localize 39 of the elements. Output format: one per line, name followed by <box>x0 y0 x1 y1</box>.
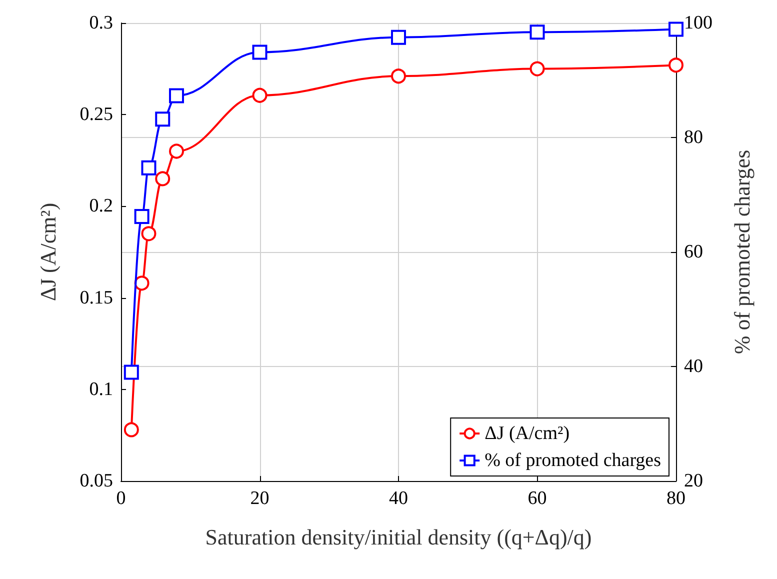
y2-tick-label: 100 <box>684 12 712 34</box>
point <box>155 112 170 127</box>
point <box>252 88 268 103</box>
x-axis-title: Saturation density/initial density ((q+Δq)/q) <box>205 524 592 550</box>
x-tick-label: 80 <box>666 488 686 509</box>
y-tick-label: 0.15 <box>80 287 113 308</box>
point <box>530 61 545 76</box>
point <box>141 226 156 242</box>
y2-tick-label: 20 <box>684 470 703 492</box>
legend-label: ΔJ (A/cm²) <box>484 423 570 444</box>
x-tick-label: 40 <box>389 488 408 509</box>
point <box>155 171 170 186</box>
y-tick-label: 0.05 <box>80 470 113 492</box>
point <box>169 88 184 104</box>
point <box>124 364 139 380</box>
point <box>668 58 684 73</box>
point <box>134 209 150 224</box>
y-tick-label: 0.2 <box>89 196 113 217</box>
point <box>134 276 150 291</box>
y-axis-title: ΔJ (A/cm²) <box>36 202 60 302</box>
y2-tick-label: 40 <box>684 356 703 377</box>
point <box>391 68 406 84</box>
y2-tick-label: 60 <box>684 242 703 262</box>
point <box>169 144 184 159</box>
x-tick-label: 0 <box>116 488 126 509</box>
point <box>141 160 156 176</box>
point <box>391 30 406 45</box>
y-tick-label: 0.3 <box>89 12 113 34</box>
x-tick-label: 60 <box>528 488 547 509</box>
point <box>668 22 684 37</box>
y-tick-label: 0.25 <box>80 104 113 126</box>
point <box>530 24 545 40</box>
y2-axis-title: % of promoted charges <box>730 150 754 354</box>
y2-tick-label: 80 <box>684 127 703 148</box>
legend-label: % of promoted charges <box>484 450 662 471</box>
point <box>252 44 268 60</box>
x-tick-label: 20 <box>250 488 270 509</box>
point <box>124 422 139 438</box>
y-tick-label: 0.1 <box>89 378 113 400</box>
